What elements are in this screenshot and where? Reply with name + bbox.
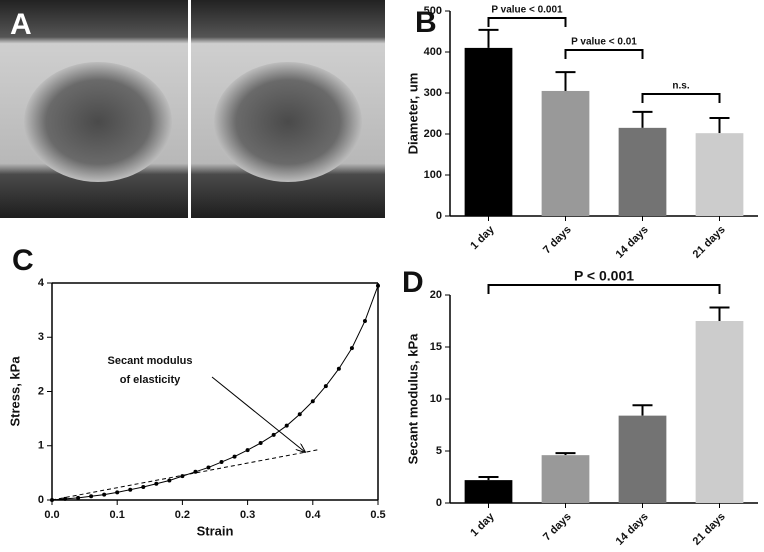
data-point [336, 366, 341, 371]
error-bar [632, 110, 653, 128]
x-tick-label: 0.3 [240, 509, 255, 521]
data-point [349, 346, 354, 351]
x-tick-label: 7 days [541, 511, 574, 544]
data-point [232, 454, 237, 459]
y-tick-label: 100 [424, 169, 442, 181]
error-bar [709, 306, 730, 321]
error-bar [709, 117, 730, 134]
data-point [115, 490, 120, 495]
y-tick-label: 0 [38, 494, 44, 506]
error-bar [478, 28, 499, 48]
data-point [167, 478, 172, 483]
data-point [206, 465, 211, 470]
y-tick-label: 0 [436, 497, 442, 509]
data-point [271, 432, 276, 437]
y-tick-label: 2 [38, 385, 44, 397]
panel-label: A [10, 8, 32, 41]
secant-line [51, 449, 320, 501]
significance-label: P value < 0.001 [491, 5, 563, 16]
data-point [89, 494, 94, 499]
significance-bracket [641, 93, 721, 103]
data-point [141, 484, 146, 489]
y-tick-label: 3 [38, 331, 44, 343]
y-tick-label: 1 [38, 440, 44, 452]
bar [541, 455, 590, 503]
y-tick-label: 20 [430, 289, 442, 301]
data-point [258, 441, 263, 446]
bar [464, 480, 513, 503]
significance-bracket [564, 49, 644, 59]
significance-bracket [487, 284, 721, 294]
bar [695, 321, 744, 503]
curve [51, 285, 379, 501]
y-tick-label: 15 [430, 341, 442, 353]
data-point [323, 384, 328, 389]
x-tick-label: 0.1 [110, 509, 125, 521]
bar [618, 415, 667, 503]
y-tick-label: 10 [430, 393, 442, 405]
error-bar [555, 71, 576, 91]
error-bar [555, 452, 576, 456]
spheroid [24, 62, 172, 182]
bar [618, 127, 667, 216]
y-axis-label: Secant modulus, kPa [405, 333, 420, 465]
y-tick-label: 200 [424, 128, 442, 140]
data-point [362, 318, 367, 323]
data-point [63, 496, 68, 501]
y-tick-label: 500 [424, 5, 442, 17]
x-tick-label: 1 day [468, 223, 497, 252]
significance-label: n.s. [672, 81, 689, 92]
y-axis-label: Diameter, um [405, 73, 420, 155]
x-tick-label: 1 day [468, 510, 497, 539]
annotation: Secant modulus [108, 355, 193, 367]
x-tick-label: 0.0 [44, 509, 59, 521]
data-point [297, 412, 302, 417]
error-bar [478, 476, 499, 481]
panel-label: C [12, 244, 34, 277]
x-tick-label: 7 days [541, 224, 574, 257]
significance-label: P value < 0.01 [571, 37, 637, 48]
bar [464, 47, 513, 217]
x-tick-label: 0.5 [370, 509, 385, 521]
x-tick-label: 0.4 [305, 509, 321, 521]
y-tick-label: 300 [424, 87, 442, 99]
y-tick-label: 0 [436, 210, 442, 222]
x-tick-label: 21 days [691, 224, 728, 261]
data-point [154, 481, 159, 486]
y-tick-label: 5 [436, 445, 442, 457]
x-tick-label: 21 days [691, 511, 728, 548]
error-bar [632, 404, 653, 416]
data-point [310, 399, 315, 404]
panel-label: B [415, 6, 437, 39]
bar [541, 90, 590, 216]
micrograph-panel: A [0, 0, 385, 218]
data-point [376, 283, 380, 288]
x-tick-label: 0.2 [175, 509, 190, 521]
x-tick-label: 14 days [614, 224, 651, 261]
data-point [193, 469, 198, 474]
bar [695, 133, 744, 216]
data-point [284, 423, 289, 428]
annotation-arrow [211, 376, 305, 452]
y-tick-label: 4 [38, 277, 45, 289]
data-point [128, 487, 133, 492]
data-point [76, 495, 81, 500]
annotation: of elasticity [120, 374, 181, 386]
data-point [102, 492, 107, 497]
significance-bracket [487, 17, 567, 27]
y-tick-label: 400 [424, 46, 442, 58]
x-tick-label: 14 days [614, 511, 651, 548]
data-point [219, 460, 224, 465]
spheroid [214, 62, 362, 182]
data-point [245, 448, 250, 453]
y-axis-label: Stress, kPa [7, 356, 22, 427]
panel-label: D [402, 266, 424, 299]
significance-label: P < 0.001 [574, 268, 634, 284]
x-axis-label: Strain [197, 523, 234, 538]
